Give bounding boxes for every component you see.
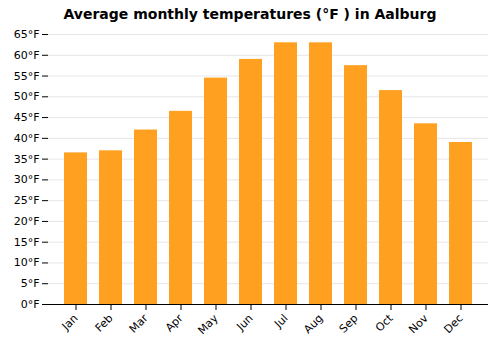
svg-text:50°F: 50°F <box>14 90 40 103</box>
svg-text:Feb: Feb <box>93 312 116 335</box>
svg-text:Mar: Mar <box>127 311 151 335</box>
svg-text:60°F: 60°F <box>14 49 40 62</box>
svg-text:Aug: Aug <box>301 312 325 336</box>
svg-text:Jul: Jul <box>271 312 290 331</box>
svg-text:65°F: 65°F <box>14 28 40 41</box>
svg-text:30°F: 30°F <box>14 173 40 186</box>
svg-text:0°F: 0°F <box>21 298 40 311</box>
svg-text:Jan: Jan <box>59 312 81 334</box>
svg-text:Oct: Oct <box>373 311 396 334</box>
svg-text:Apr: Apr <box>163 311 186 334</box>
svg-text:20°F: 20°F <box>14 215 40 228</box>
svg-text:May: May <box>195 311 221 337</box>
svg-text:25°F: 25°F <box>14 194 40 207</box>
svg-text:5°F: 5°F <box>21 277 40 290</box>
svg-text:15°F: 15°F <box>14 236 40 249</box>
svg-text:35°F: 35°F <box>14 153 40 166</box>
svg-text:Dec: Dec <box>441 312 465 336</box>
svg-text:40°F: 40°F <box>14 132 40 145</box>
svg-text:Sep: Sep <box>337 312 361 336</box>
svg-text:45°F: 45°F <box>14 111 40 124</box>
html-text:Average monthly temperatures (: Average monthly temperatures (°F ) in Aa… <box>63 6 437 22</box>
svg-text:Nov: Nov <box>406 311 431 336</box>
svg-text:10°F: 10°F <box>14 256 40 269</box>
svg-text:55°F: 55°F <box>14 70 40 83</box>
svg-text:Jun: Jun <box>234 312 256 334</box>
